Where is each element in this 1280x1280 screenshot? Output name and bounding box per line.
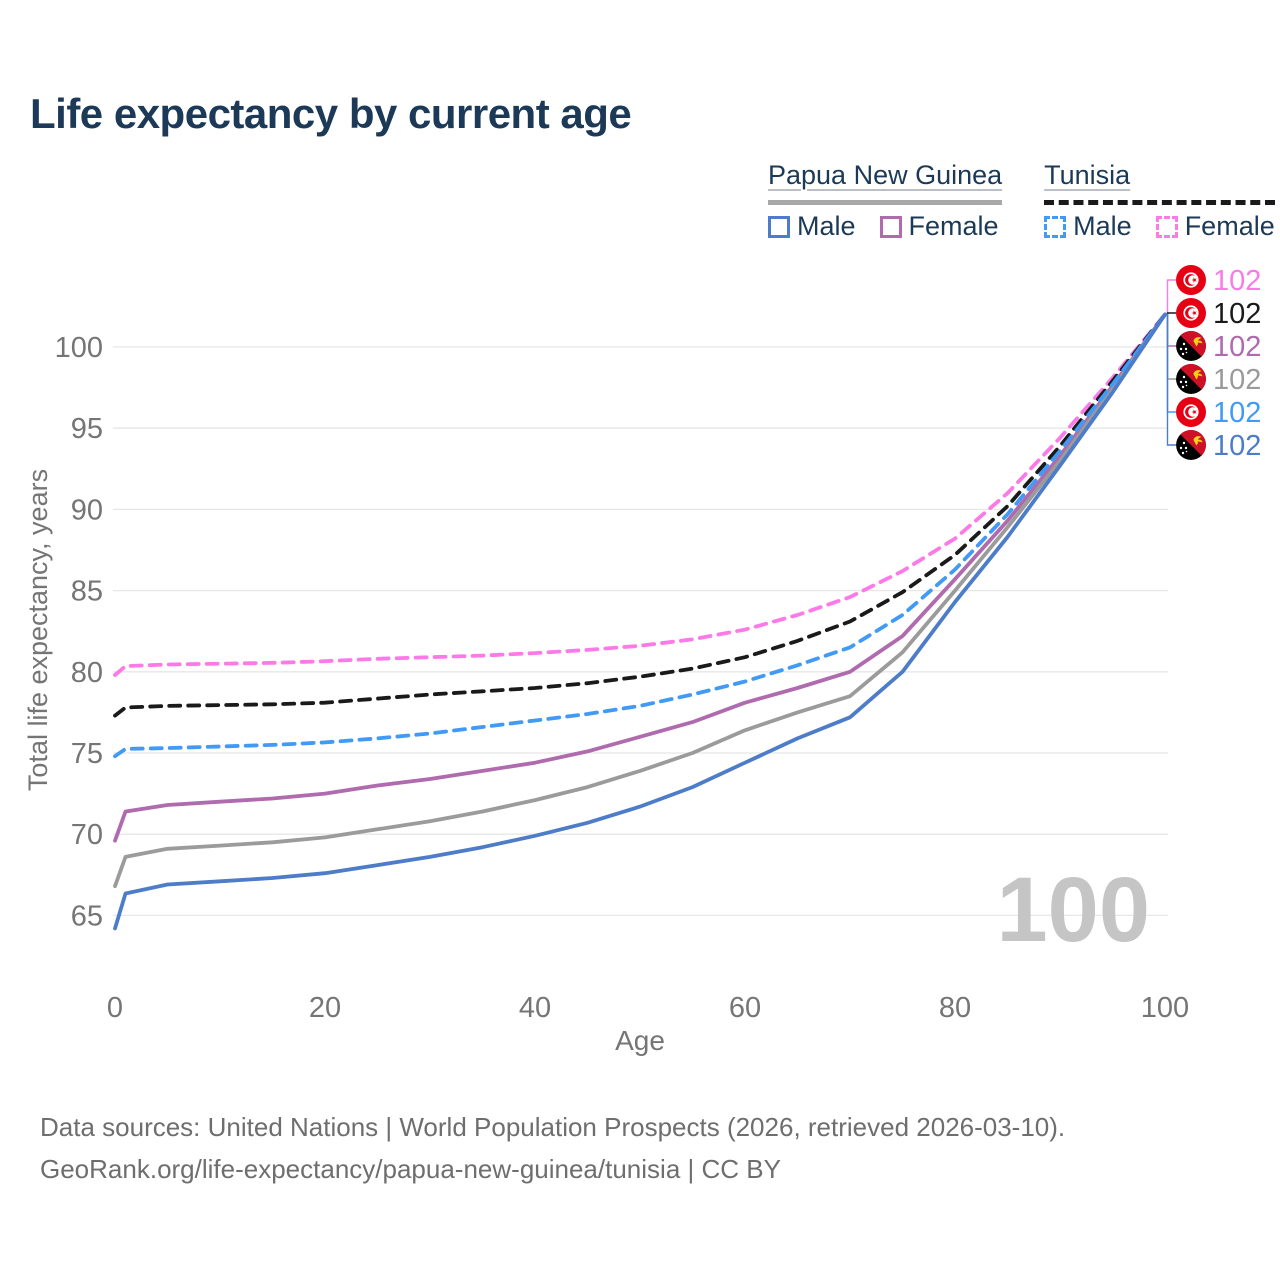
end-label-leader-tn-female	[1165, 279, 1176, 316]
tunisia-flag-icon	[1176, 298, 1206, 328]
legend-country-papua-new-guinea[interactable]: Papua New Guinea	[768, 160, 1003, 190]
y-tick-label-65: 65	[71, 900, 103, 932]
y-tick-label-85: 85	[71, 576, 103, 608]
end-label-leader-png-female	[1165, 313, 1176, 347]
x-tick-label-20: 20	[309, 992, 341, 1024]
y-axis-title: Total life expectancy, years	[23, 469, 53, 791]
png-flag-icon	[1176, 331, 1206, 361]
tunisia-flag-icon	[1176, 397, 1206, 427]
x-axis-title: Age	[615, 1025, 665, 1056]
series-line-tn-total	[113, 312, 1167, 718]
legend-line-sample-solid	[768, 200, 1003, 205]
end-label-leader-png-male	[1165, 313, 1176, 446]
tunisia-flag-icon	[1176, 265, 1206, 295]
series-line-png-male	[113, 312, 1167, 931]
end-value-label-tn-female: 102	[1213, 265, 1261, 297]
tn-male-swatch-icon	[1044, 215, 1067, 238]
legend-item-label: Female	[1184, 211, 1275, 241]
series-line-png-total	[113, 312, 1167, 889]
legend-item-tn-female[interactable]: Female	[1155, 211, 1275, 242]
footer-url-line[interactable]: GeoRank.org/life-expectancy/papua-new-gu…	[40, 1154, 781, 1184]
x-tick-label-0: 0	[107, 992, 123, 1024]
footer-sources-line: Data sources: United Nations | World Pop…	[40, 1112, 1066, 1142]
y-tick-label-80: 80	[71, 657, 103, 689]
end-value-label-png-male: 102	[1213, 430, 1261, 462]
chart-legend: Papua New Guinea Male Female Tunisia Mal…	[768, 160, 1275, 242]
legend-country-tunisia[interactable]: Tunisia	[1044, 160, 1131, 190]
tn-female-swatch-icon	[1155, 215, 1178, 238]
legend-item-tn-male[interactable]: Male	[1044, 211, 1132, 242]
x-tick-label-40: 40	[519, 992, 551, 1024]
legend-group-tunisia: Tunisia Male Female	[1044, 160, 1275, 242]
png-female-swatch-icon	[879, 215, 902, 238]
x-tick-label-100: 100	[1141, 992, 1189, 1024]
png-flag-icon	[1176, 364, 1206, 394]
age-watermark: 100	[997, 859, 1151, 961]
data-source-footer: Data sources: United Nations | World Pop…	[40, 1106, 1065, 1190]
end-value-label-tn-male: 102	[1213, 397, 1261, 429]
y-tick-label-70: 70	[71, 819, 103, 851]
y-tick-label-95: 95	[71, 413, 103, 445]
legend-group-papua-new-guinea: Papua New Guinea Male Female	[768, 160, 1003, 242]
end-value-label-png-female: 102	[1213, 331, 1261, 363]
png-male-swatch-icon	[768, 215, 790, 238]
legend-item-label: Female	[908, 211, 999, 241]
legend-item-png-male[interactable]: Male	[768, 211, 856, 242]
y-tick-label-75: 75	[71, 738, 103, 770]
y-tick-label-100: 100	[55, 332, 103, 364]
x-tick-label-60: 60	[729, 992, 761, 1024]
legend-item-label: Male	[1073, 211, 1132, 241]
end-value-label-tn-total: 102	[1213, 298, 1261, 330]
legend-line-sample-dashed	[1044, 200, 1275, 205]
x-tick-label-80: 80	[939, 992, 971, 1024]
series-line-png-female	[113, 312, 1167, 843]
png-flag-icon	[1176, 430, 1206, 460]
legend-item-png-female[interactable]: Female	[879, 211, 999, 242]
y-tick-label-90: 90	[71, 494, 103, 526]
end-label-leader-tn-male	[1165, 313, 1176, 413]
page-title: Life expectancy by current age	[30, 90, 632, 137]
legend-item-label: Male	[797, 211, 856, 241]
series-line-tn-male	[113, 312, 1167, 759]
series-line-tn-female	[113, 312, 1167, 677]
end-value-label-png-total: 102	[1213, 364, 1261, 396]
